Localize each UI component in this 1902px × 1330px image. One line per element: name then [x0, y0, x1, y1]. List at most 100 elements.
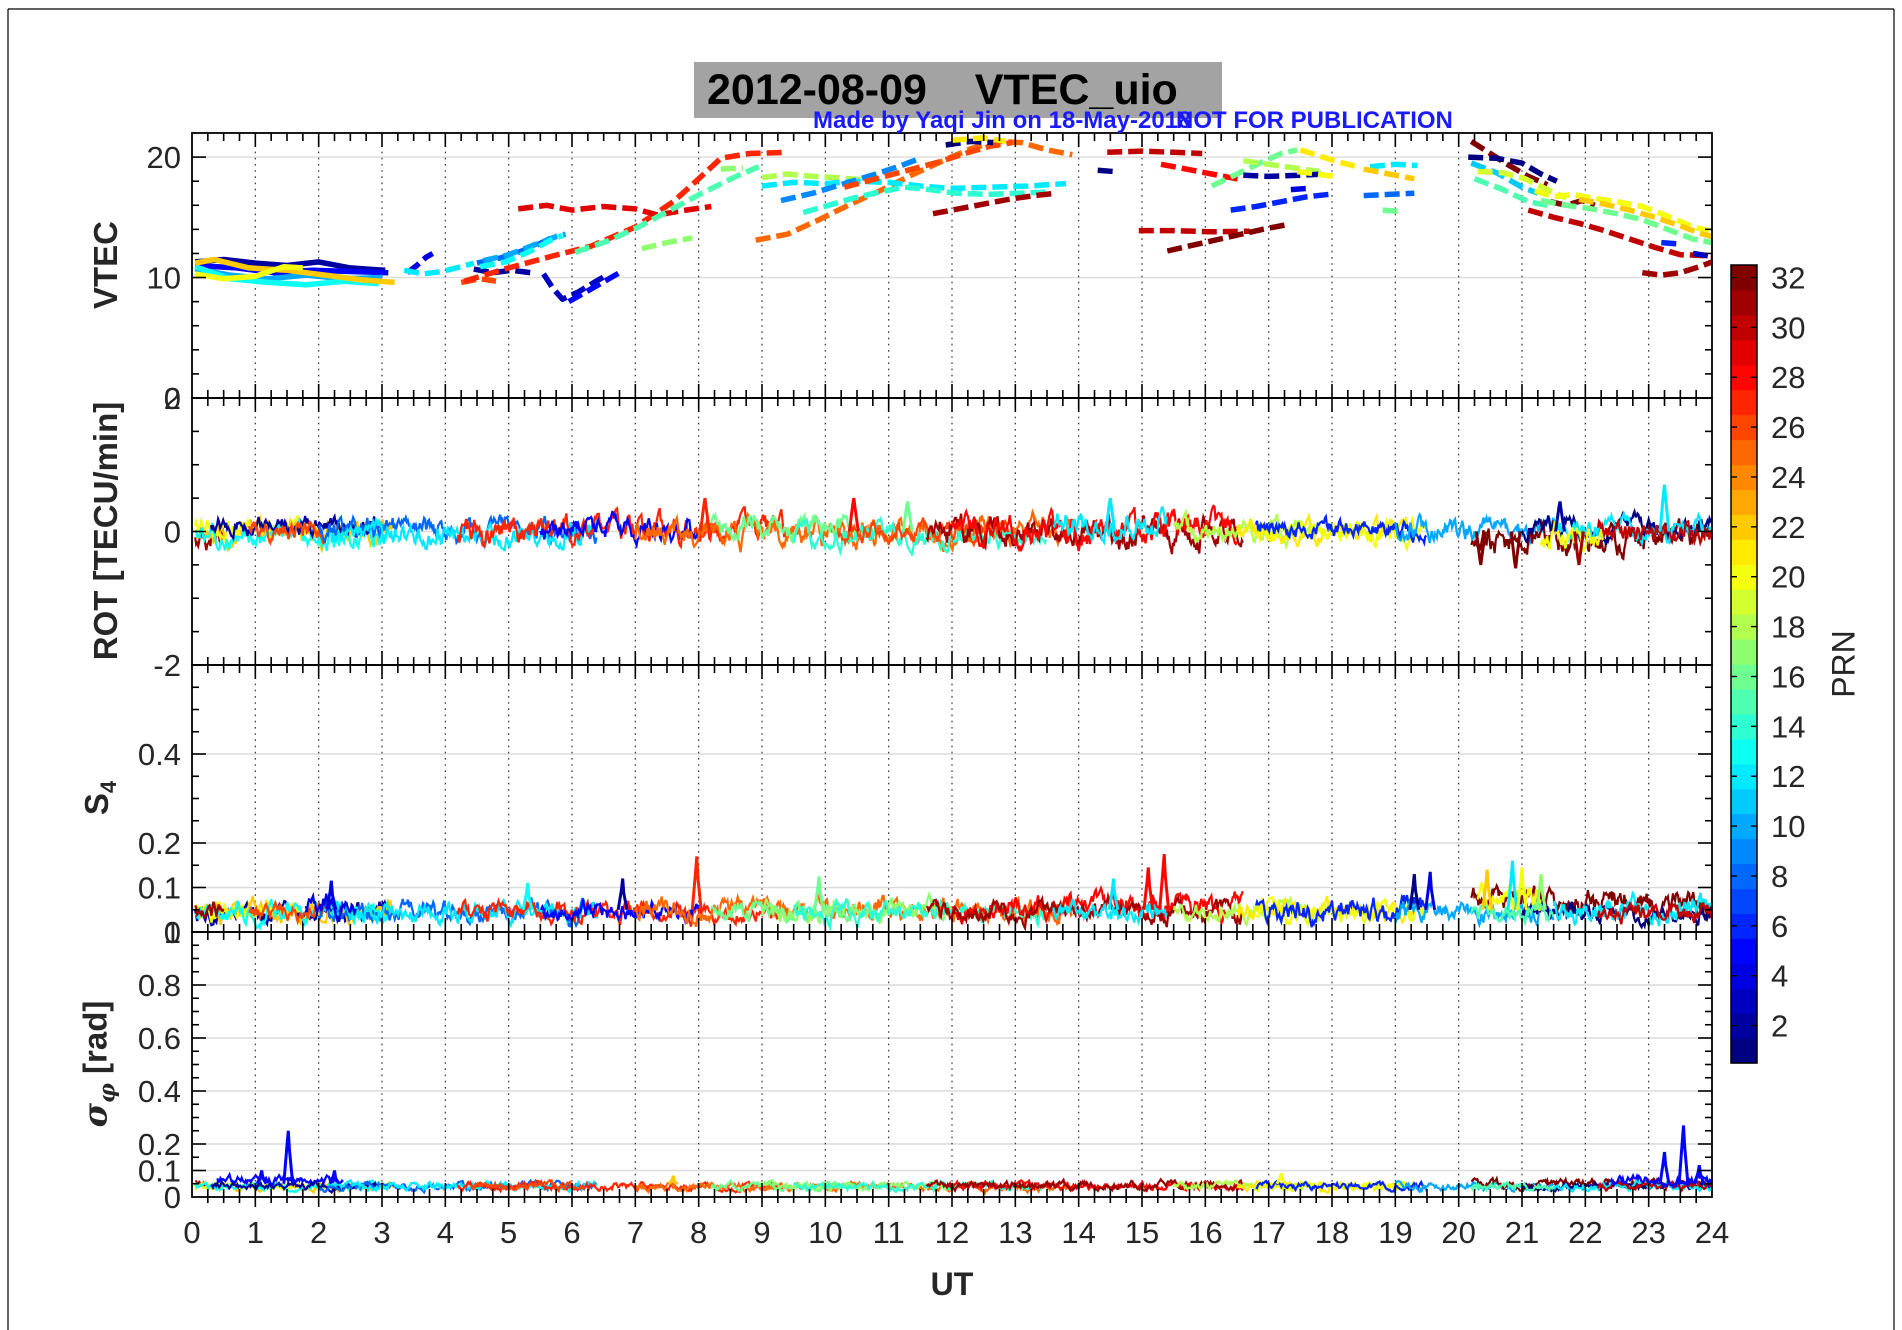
x-tick-label: 15	[1125, 1215, 1159, 1250]
vtec-series-prn-3	[541, 272, 609, 302]
s4-spike-prn-17	[1535, 873, 1547, 911]
colorbar-tick-label: 18	[1771, 610, 1805, 645]
ut-axis-label: UT	[930, 1266, 974, 1302]
sigma-label-subscript: φ	[94, 1083, 121, 1104]
sigma-label-main: σ	[75, 1103, 115, 1128]
vtec-series-prn-6	[1230, 191, 1330, 213]
s4-band-prn-12	[1052, 899, 1168, 927]
sigma-phi-axis-label: σφ [rad]	[76, 1001, 121, 1128]
x-tick-label: 19	[1378, 1215, 1412, 1250]
vtec-series-prn-16	[1540, 197, 1712, 246]
x-tick-label: 9	[753, 1215, 770, 1250]
x-tick-label: 6	[563, 1215, 580, 1250]
rot-spike-prn-2	[1554, 501, 1566, 532]
vtec-series-prn-32	[1166, 221, 1289, 254]
vtec-series-prn-22	[194, 256, 395, 286]
sigma-phi-band-prn-31	[925, 1177, 1244, 1194]
s4-spike-prn-4	[1424, 871, 1437, 911]
figure-title: 2012-08-09 VTEC_uio	[707, 66, 1178, 114]
x-tick-label: 0	[183, 1215, 200, 1250]
rot-band-prn-6	[1254, 513, 1428, 547]
x-tick-label: 11	[873, 1215, 905, 1250]
vtec-series-prn-2	[473, 266, 532, 276]
rot-axis-label: ROT [TECU/min]	[87, 401, 124, 661]
vtec-series-prn-3	[1692, 250, 1710, 259]
colorbar-tick-label: 10	[1771, 809, 1805, 844]
s4-spike-prn-20	[1516, 867, 1528, 911]
rot-ytick-label: 2	[164, 381, 181, 416]
vtec-series-prn-32	[1469, 139, 1549, 188]
rot-data	[194, 484, 1712, 569]
colorbar-tick-label: 4	[1771, 959, 1788, 994]
vtec-series-prn-14	[802, 184, 1051, 216]
sigma-phi-spike-prn-5	[1693, 1164, 1706, 1185]
s4-spike-prn-2	[616, 878, 629, 911]
vtec-series-prn-1	[1097, 167, 1114, 175]
rot-spike-prn-31	[1573, 531, 1585, 566]
x-tick-label: 7	[627, 1215, 644, 1250]
vtec-series-prn-30	[1527, 207, 1712, 259]
sigma-phi-spike-prn-20	[1275, 1172, 1287, 1185]
vtec-series	[194, 135, 1712, 304]
x-tick-label: 13	[998, 1215, 1032, 1250]
vtec-series-prn-12	[761, 178, 1067, 192]
x-tick-label: 14	[1061, 1215, 1095, 1250]
rot-band-prn-20	[1539, 521, 1605, 554]
sigma-phi-spike-prn-5	[282, 1130, 295, 1184]
sigma-ytick-label: 0.8	[138, 968, 181, 1003]
vtec-series-prn-12	[403, 260, 475, 277]
colorbar-tick-label: 12	[1771, 759, 1805, 794]
vtec-series-prn-19	[1477, 168, 1568, 201]
rot-ytick-label: 0	[164, 515, 181, 550]
vtec-series-prn-27	[463, 149, 788, 284]
vtec-series-prn-13	[479, 232, 564, 270]
s4-spike-prn-28	[1142, 867, 1155, 911]
s4-axis-label: S4	[78, 781, 122, 815]
s4-ytick-label: 0.2	[138, 826, 181, 861]
s4-label-main: S	[78, 793, 115, 816]
rot-ytick-label: -2	[153, 648, 181, 683]
x-tick-label: 4	[437, 1215, 454, 1250]
prn-colorbar-label: PRN	[1825, 630, 1862, 698]
vtec-series-prn-15	[574, 164, 760, 255]
sigma-phi-band-prn-2	[210, 1180, 382, 1195]
colorbar-tick-label: 22	[1771, 510, 1805, 545]
vtec-ytick-label: 0	[164, 381, 181, 416]
x-tick-label: 2	[310, 1215, 327, 1250]
vtec-series-prn-28	[1160, 161, 1244, 183]
sigma-phi-spike-prn-5	[1677, 1125, 1690, 1184]
x-tick-label: 23	[1631, 1215, 1665, 1250]
sigma-phi-band-prn-6	[1255, 1179, 1428, 1193]
vtec-series-prn-18	[1242, 157, 1320, 175]
s4-spike-prn-12	[1506, 860, 1519, 910]
vtec-series-prn-32	[1549, 197, 1596, 209]
vtec-series-prn-16	[1210, 147, 1298, 189]
vtec-series-prn-20	[194, 263, 303, 282]
vtec-series-prn-16	[1382, 207, 1399, 215]
vtec-series-prn-29	[517, 202, 712, 218]
colorbar-tick-label: 32	[1771, 260, 1805, 295]
sigma-ytick-label: 0.2	[138, 1127, 181, 1162]
s4-band-prn-30	[1596, 901, 1712, 925]
x-tick-label: 20	[1441, 1215, 1475, 1250]
vtec-series-prn-1	[945, 138, 994, 148]
s4-band-prn-28	[951, 884, 1244, 927]
rot-band-prn-5	[539, 510, 700, 550]
x-tick-label: 1	[247, 1215, 264, 1250]
rot-band-prn-30	[1596, 518, 1712, 547]
sigma-phi-band-prn-15	[1470, 1180, 1555, 1193]
vtec-series-prn-1	[1468, 154, 1558, 184]
s4-band-prn-4	[304, 891, 357, 925]
x-tick-label: 21	[1505, 1215, 1539, 1250]
vtec-series-prn-17	[720, 165, 744, 172]
rot-spike-prn-16	[901, 501, 914, 532]
colorbar-tick-label: 30	[1771, 310, 1805, 345]
sigma-ytick-label: 0	[164, 1180, 181, 1215]
not-for-publication-text: NOT FOR PUBLICATION	[1176, 107, 1453, 134]
x-tick-label: 3	[373, 1215, 390, 1250]
rot-band-prn-12	[1052, 506, 1168, 546]
sigma-grid	[192, 932, 1712, 1197]
sigma-phi-band-prn-14	[792, 1179, 1047, 1194]
